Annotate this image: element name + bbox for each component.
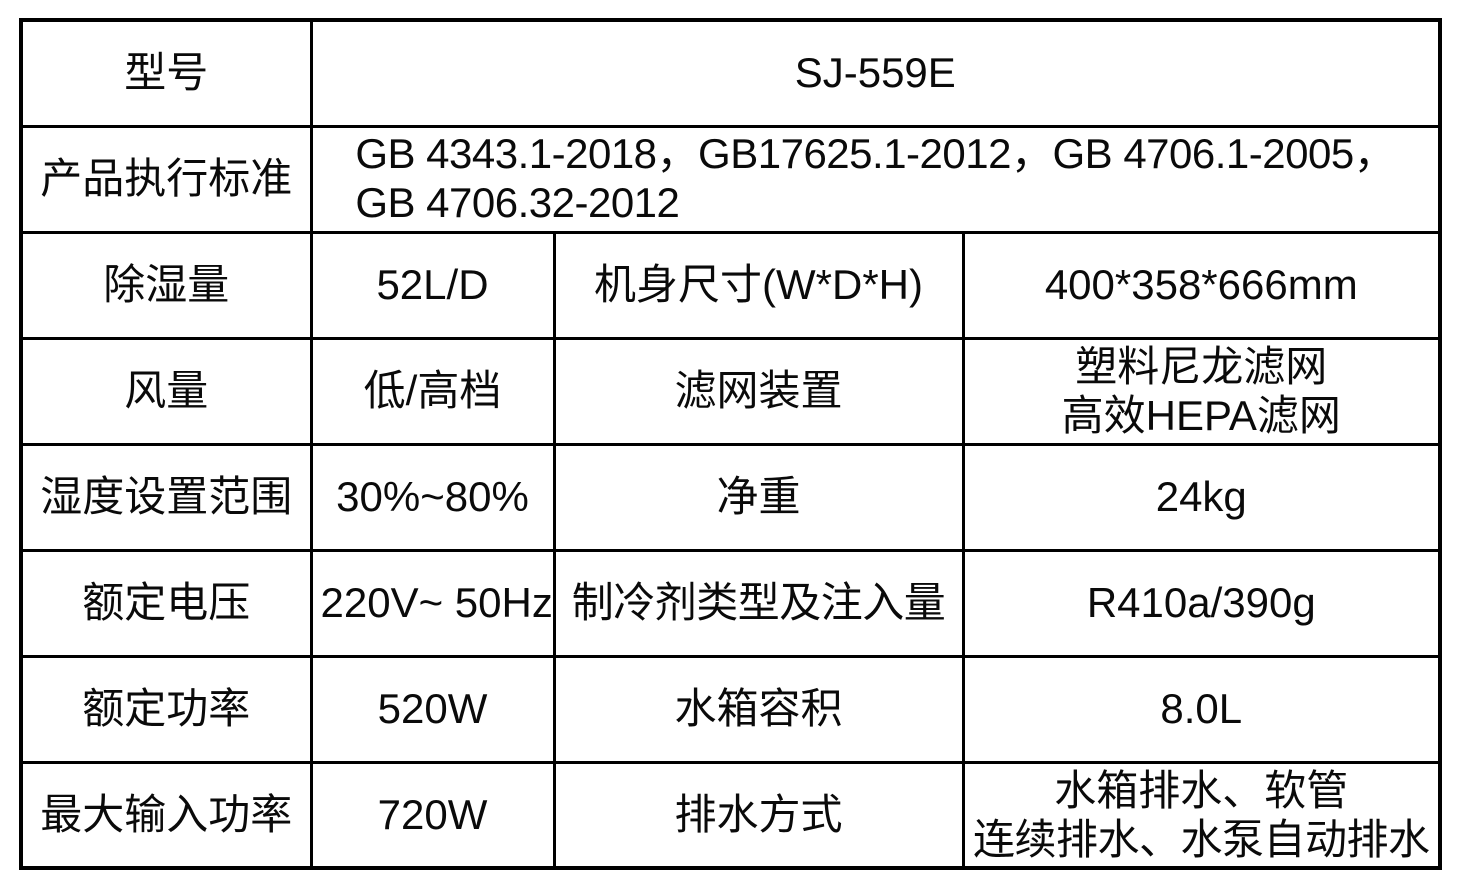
humidity-range-value: 30%~80% bbox=[309, 442, 556, 552]
tank-capacity-value: 8.0L bbox=[961, 654, 1442, 764]
table-row-rated-power: 额定功率 520W 水箱容积 8.0L bbox=[19, 654, 1442, 764]
airflow-value: 低/高档 bbox=[309, 336, 556, 446]
refrigerant-value: R410a/390g bbox=[961, 548, 1442, 658]
dehumidification-capacity-value: 52L/D bbox=[309, 230, 556, 340]
drainage-value-line-2: 连续排水、水泵自动排水 bbox=[973, 815, 1430, 863]
standards-line-2: GB 4706.32-2012 bbox=[355, 179, 680, 227]
refrigerant-label: 制冷剂类型及注入量 bbox=[552, 548, 965, 658]
dimensions-value: 400*358*666mm bbox=[961, 230, 1442, 340]
filter-value-line-2: 高效HEPA滤网 bbox=[1061, 392, 1341, 439]
table-row-standards: 产品执行标准 GB 4343.1-2018，GB17625.1-2012，GB … bbox=[19, 124, 1442, 234]
rated-power-label: 额定功率 bbox=[19, 654, 313, 764]
table-row-rated-voltage: 额定电压 220V~ 50Hz 制冷剂类型及注入量 R410a/390g bbox=[19, 548, 1442, 658]
tank-capacity-label: 水箱容积 bbox=[552, 654, 965, 764]
dehumidification-capacity-label: 除湿量 bbox=[19, 230, 313, 340]
model-label: 型号 bbox=[19, 18, 313, 128]
filter-value-line-1: 塑料尼龙滤网 bbox=[1075, 343, 1328, 390]
rated-voltage-value: 220V~ 50Hz bbox=[309, 548, 556, 658]
dimensions-label: 机身尺寸(W*D*H) bbox=[552, 230, 965, 340]
max-input-power-value: 720W bbox=[309, 760, 556, 870]
net-weight-value: 24kg bbox=[961, 442, 1442, 552]
rated-power-value: 520W bbox=[309, 654, 556, 764]
standards-value: GB 4343.1-2018，GB17625.1-2012，GB 4706.1-… bbox=[309, 124, 1442, 234]
drainage-value: 水箱排水、软管 连续排水、水泵自动排水 bbox=[961, 760, 1442, 870]
standards-label: 产品执行标准 bbox=[19, 124, 313, 234]
humidity-range-label: 湿度设置范围 bbox=[19, 442, 313, 552]
table-row-max-input-power: 最大输入功率 720W 排水方式 水箱排水、软管 连续排水、水泵自动排水 bbox=[19, 760, 1442, 870]
standards-line-1: GB 4343.1-2018，GB17625.1-2012，GB 4706.1-… bbox=[355, 130, 1396, 178]
airflow-label: 风量 bbox=[19, 336, 313, 446]
table-row-airflow: 风量 低/高档 滤网装置 塑料尼龙滤网 高效HEPA滤网 bbox=[19, 336, 1442, 446]
net-weight-label: 净重 bbox=[552, 442, 965, 552]
max-input-power-label: 最大输入功率 bbox=[19, 760, 313, 870]
table-row-model: 型号 SJ-559E bbox=[19, 18, 1442, 128]
table-row-dehumidification: 除湿量 52L/D 机身尺寸(W*D*H) 400*358*666mm bbox=[19, 230, 1442, 340]
drainage-value-line-1: 水箱排水、软管 bbox=[1054, 766, 1349, 814]
model-value: SJ-559E bbox=[309, 18, 1442, 128]
standards-value-block: GB 4343.1-2018，GB17625.1-2012，GB 4706.1-… bbox=[355, 129, 1395, 227]
table-row-humidity-range: 湿度设置范围 30%~80% 净重 24kg bbox=[19, 442, 1442, 552]
spec-table: 型号 SJ-559E 产品执行标准 GB 4343.1-2018，GB17625… bbox=[19, 18, 1443, 870]
filter-value: 塑料尼龙滤网 高效HEPA滤网 bbox=[961, 336, 1442, 446]
drainage-label: 排水方式 bbox=[552, 760, 965, 870]
rated-voltage-label: 额定电压 bbox=[19, 548, 313, 658]
filter-label: 滤网装置 bbox=[552, 336, 965, 446]
